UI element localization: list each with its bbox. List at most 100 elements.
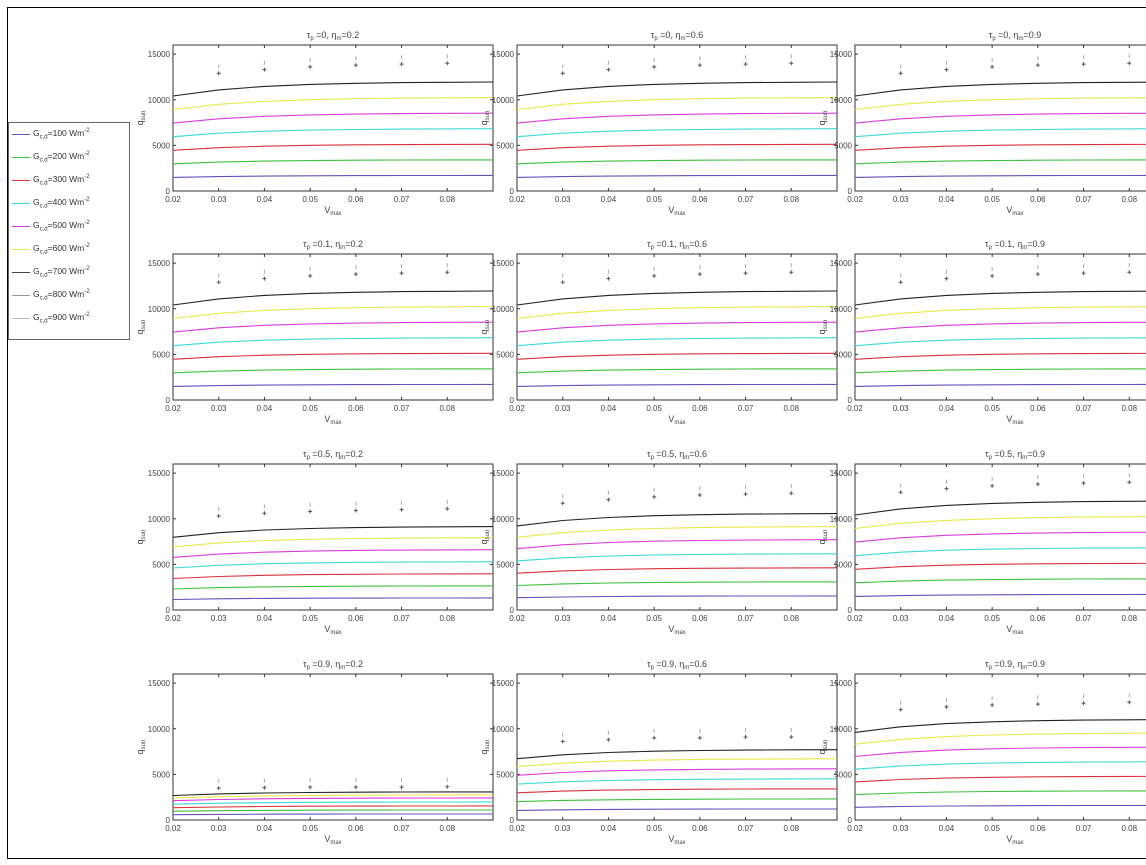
series-line bbox=[517, 159, 837, 165]
series-line bbox=[173, 81, 493, 97]
plot-area bbox=[516, 44, 838, 192]
x-tick-label: 0.08 bbox=[783, 404, 799, 413]
x-tick-label: 0.05 bbox=[646, 404, 662, 413]
y-tick-label: 5000 bbox=[834, 350, 852, 359]
data-point bbox=[789, 270, 794, 275]
x-tick-label: 0.07 bbox=[1076, 614, 1092, 623]
x-axis-label: Vmax bbox=[1006, 414, 1023, 426]
y-axis-label: qsun bbox=[135, 111, 147, 126]
legend-label: Gc,d=600 Wm-2 bbox=[33, 243, 90, 256]
data-point bbox=[399, 62, 404, 67]
subplot-title: τp =0.5, ηm=0.9 bbox=[985, 449, 1045, 461]
x-axis-label: Vmax bbox=[1006, 834, 1023, 846]
series-line bbox=[855, 368, 1146, 374]
series-line bbox=[855, 790, 1146, 796]
series-line bbox=[173, 537, 493, 548]
data-point bbox=[1127, 61, 1132, 66]
legend-swatch bbox=[12, 134, 30, 135]
series-line bbox=[855, 531, 1146, 543]
x-tick-label: 0.08 bbox=[783, 614, 799, 623]
x-tick-label: 0.07 bbox=[394, 404, 410, 413]
x-tick-label: 0.04 bbox=[939, 824, 955, 833]
series-line bbox=[173, 805, 493, 809]
legend-swatch bbox=[12, 203, 30, 204]
y-tick-label: 15000 bbox=[492, 50, 515, 59]
y-tick-label: 10000 bbox=[830, 96, 853, 105]
series-line bbox=[173, 791, 493, 797]
series-line bbox=[517, 97, 837, 111]
data-point bbox=[990, 64, 995, 69]
data-point bbox=[353, 785, 358, 790]
y-tick-label: 5000 bbox=[834, 560, 852, 569]
data-point bbox=[308, 785, 313, 790]
series-line bbox=[173, 112, 493, 124]
series-line bbox=[855, 112, 1146, 124]
y-tick-label: 0 bbox=[510, 606, 515, 615]
series-line bbox=[517, 321, 837, 333]
y-tick-label: 0 bbox=[848, 816, 853, 825]
x-tick-label: 0.04 bbox=[601, 404, 617, 413]
x-tick-label: 0.02 bbox=[847, 824, 863, 833]
x-tick-label: 0.08 bbox=[783, 195, 799, 204]
data-point bbox=[743, 62, 748, 67]
series-line bbox=[517, 758, 837, 768]
subplot: τp =0.9, ηm=0.2 0.02 0.03 0.04 0.05 0.06 0.07 0… bbox=[135, 659, 494, 846]
data-point bbox=[697, 493, 702, 498]
series-line bbox=[173, 337, 493, 347]
x-axis-label: Vmax bbox=[1006, 205, 1023, 217]
plot-area bbox=[854, 253, 1146, 401]
series-line bbox=[517, 808, 837, 811]
data-point bbox=[944, 276, 949, 281]
x-tick-label: 0.03 bbox=[555, 824, 571, 833]
data-point bbox=[1081, 62, 1086, 67]
y-tick-label: 15000 bbox=[492, 259, 515, 268]
series-line bbox=[517, 526, 837, 538]
subplot-title: τp =0.1, ηm=0.9 bbox=[985, 239, 1045, 251]
data-point bbox=[216, 280, 221, 285]
legend-item: Gc,d=100 Wm-2 bbox=[11, 125, 129, 145]
subplot-title: τp =0.1, ηm=0.6 bbox=[647, 239, 707, 251]
data-point bbox=[1081, 271, 1086, 276]
data-point bbox=[399, 785, 404, 790]
series-line bbox=[173, 306, 493, 320]
y-tick-label: 15000 bbox=[148, 259, 171, 268]
series-line bbox=[517, 306, 837, 320]
data-point bbox=[697, 272, 702, 277]
x-tick-label: 0.06 bbox=[1030, 195, 1046, 204]
series-line bbox=[517, 595, 837, 599]
subplot: τp =0.9, ηm=0.9 0.02 0.03 0.04 0.05 0.06 0.07 0… bbox=[817, 659, 1146, 846]
y-axis-label: qsun bbox=[479, 530, 491, 545]
x-tick-label: 0.03 bbox=[555, 195, 571, 204]
y-tick-label: 10000 bbox=[830, 305, 853, 314]
x-tick-label: 0.04 bbox=[257, 404, 273, 413]
data-point bbox=[944, 704, 949, 709]
series-line bbox=[855, 97, 1146, 111]
subplot-title: τp =0, ηm=0.6 bbox=[651, 30, 703, 42]
x-tick-label: 0.08 bbox=[1121, 195, 1137, 204]
x-tick-label: 0.02 bbox=[509, 824, 525, 833]
y-tick-label: 15000 bbox=[148, 469, 171, 478]
x-tick-label: 0.05 bbox=[302, 614, 318, 623]
legend: Gc,d=100 Wm-2 Gc,d=200 Wm-2 Gc,d=300 Wm-… bbox=[8, 122, 130, 340]
series-line bbox=[855, 547, 1146, 557]
legend-label: Gc,d=300 Wm-2 bbox=[33, 174, 90, 187]
legend-swatch bbox=[12, 226, 30, 227]
legend-swatch bbox=[12, 318, 30, 319]
data-point bbox=[399, 271, 404, 276]
x-tick-label: 0.06 bbox=[348, 404, 364, 413]
data-point bbox=[1127, 700, 1132, 705]
plot-area bbox=[854, 44, 1146, 192]
series-line bbox=[173, 597, 493, 601]
data-point bbox=[898, 280, 903, 285]
series-line bbox=[855, 159, 1146, 165]
series-line bbox=[517, 798, 837, 803]
series-line bbox=[173, 809, 493, 812]
subplot-title: τp =0, ηm=0.9 bbox=[989, 30, 1041, 42]
x-axis-label: Vmax bbox=[324, 414, 341, 426]
x-tick-label: 0.05 bbox=[984, 824, 1000, 833]
y-tick-label: 5000 bbox=[152, 141, 170, 150]
subplot: τp =0.9, ηm=0.6 0.02 0.03 0.04 0.05 0.06 0.07 0… bbox=[479, 659, 838, 846]
y-tick-label: 15000 bbox=[830, 469, 853, 478]
y-tick-label: 5000 bbox=[496, 560, 514, 569]
